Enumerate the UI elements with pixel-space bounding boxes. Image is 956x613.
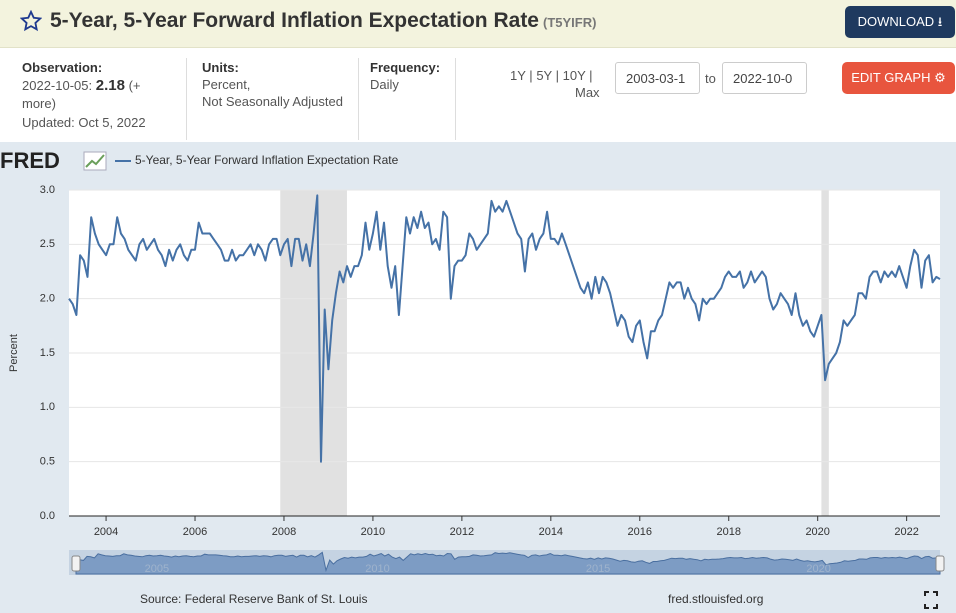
range-separator: | [589,68,593,83]
y-axis-label: Percent [8,334,20,372]
units-line: Percent, [202,77,251,92]
range-separator: | [529,68,533,83]
fred-logo: FRED [0,148,60,173]
updated: Updated: Oct 5, 2022 [22,115,146,130]
page-title: 5-Year, 5-Year Forward Inflation Expecta… [50,9,596,33]
download-button[interactable]: DOWNLOAD ⭳ [845,6,955,38]
source: Source: Federal Reserve Bank of St. Loui… [140,592,367,606]
x-tick-label: 2010 [361,526,385,538]
range-button[interactable]: 1Y [510,68,526,83]
more-link[interactable]: (+ more) [22,78,141,111]
y-tick-label: 3.0 [40,184,55,196]
x-tick-label: 2012 [450,526,474,538]
fullscreen-icon[interactable] [924,591,938,609]
navigator-tick-label: 2005 [145,563,169,575]
y-tick-label: 2.5 [40,238,55,250]
header [0,0,956,48]
range-button[interactable]: 10Y [562,68,586,83]
end-date-input[interactable]: 2022-10-0 [722,62,807,94]
y-tick-label: 0.5 [40,456,55,468]
separator [455,58,456,140]
frequency-value: Daily [370,77,399,92]
y-tick-label: 1.5 [40,347,55,359]
title-text: 5-Year, 5-Year Forward Inflation Expecta… [50,9,539,32]
range-button[interactable]: 5Y [536,68,552,83]
series-line [68,194,941,463]
y-tick-label: 1.0 [40,401,55,413]
range-button[interactable]: Max [575,85,600,100]
x-tick-label: 2008 [272,526,296,538]
observation-number: 2.18 [95,77,125,94]
x-tick-label: 2016 [628,526,652,538]
favorite-star[interactable] [20,10,42,32]
x-tick-label: 2014 [539,526,563,538]
series-id: (T5YIFR) [543,15,597,30]
y-tick-label: 0.0 [40,510,55,522]
x-tick-label: 2018 [716,526,740,538]
observation-value: 2022-10-05: 2.18 (+ more) [22,77,172,113]
navigator-tick-label: 2010 [365,563,389,575]
legend-label: 5-Year, 5-Year Forward Inflation Expecta… [135,153,399,167]
y-tick-label: 2.0 [40,293,55,305]
range-buttons: 1Y | 5Y | 10Y | [510,67,593,85]
download-label: DOWNLOAD [857,14,935,29]
units-label: Units: [202,60,239,75]
edit-graph-button[interactable]: EDIT GRAPH ⚙ [842,62,955,94]
x-tick-label: 2022 [894,526,918,538]
navigator-tick-label: 2015 [586,563,610,575]
x-tick-label: 2006 [183,526,207,538]
navigator-tick-label: 2020 [806,563,830,575]
navigator-line [75,551,941,575]
x-tick-label: 2004 [94,526,118,538]
logo-icon [83,151,107,171]
logo-icon-line [85,154,105,168]
edit-graph-label: EDIT GRAPH [851,70,931,85]
range-separator: | [555,68,559,83]
to-label: to [705,71,716,86]
site: fred.stlouisfed.org [668,592,763,606]
start-date-input[interactable]: 2003-03-1 [615,62,700,94]
frequency-label: Frequency: [370,60,441,75]
x-tick-label: 2020 [805,526,829,538]
observation-label: Observation: [22,60,103,75]
separator [186,58,187,140]
observation-date: 2022-10-05: [22,78,93,93]
navigator-handle [71,555,81,572]
navigator-handle [935,555,945,572]
units-line: Not Seasonally Adjusted [202,94,343,109]
separator [358,58,359,140]
